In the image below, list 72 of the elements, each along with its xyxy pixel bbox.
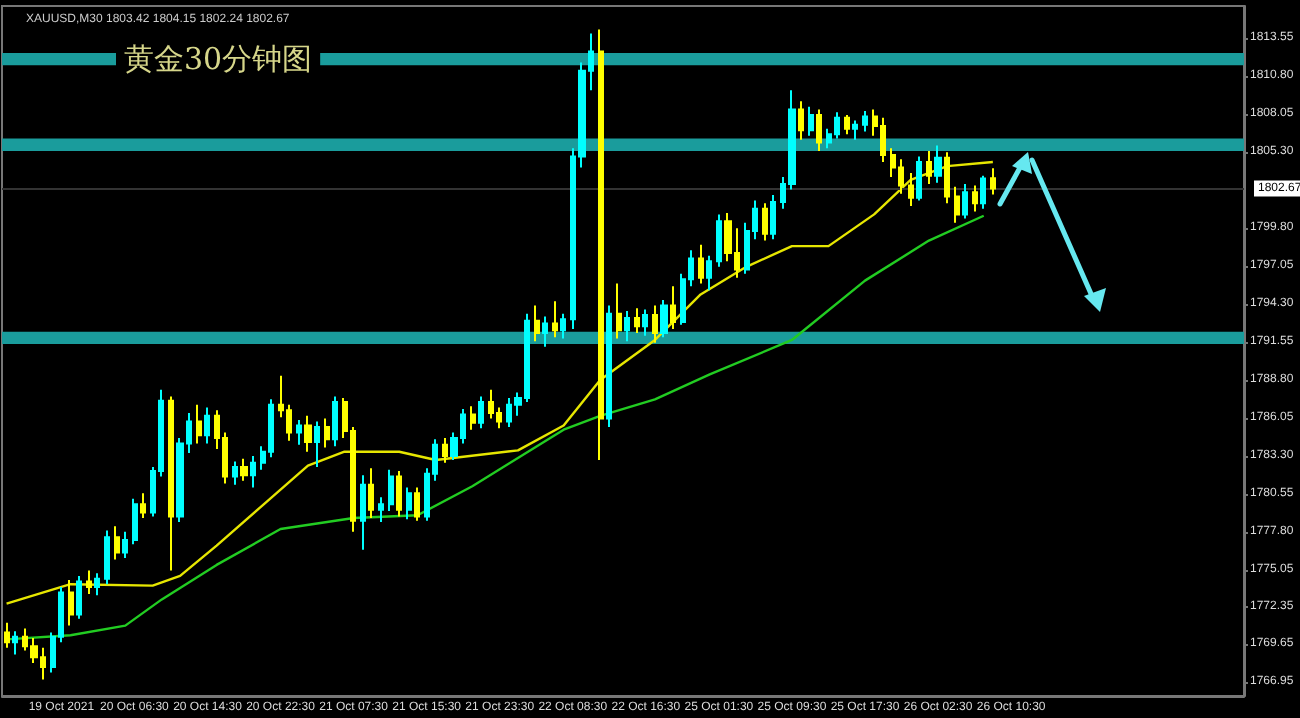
candlestick [414,486,420,522]
candlestick [76,574,82,620]
candlestick [86,569,92,595]
candlestick [834,111,840,140]
candlestick [880,116,886,163]
candlestick [598,28,604,462]
candlestick [132,497,138,546]
candlestick [534,304,540,343]
candlestick [332,395,338,448]
candlestick [770,194,776,241]
candlestick [250,454,256,489]
candlestick [862,109,868,133]
candlestick [762,202,768,242]
candlestick [140,492,146,519]
candlestick [980,174,986,210]
candlestick [68,579,74,627]
candlestick [652,304,658,344]
candlestick [660,298,668,339]
candlestick [12,630,18,656]
candlestick [368,467,374,519]
candlestick [916,155,922,202]
candlestick [470,405,476,431]
candlestick [94,572,100,597]
candlestick [296,419,302,446]
candlestick [488,388,494,420]
candlestick [232,460,238,486]
candlestick [560,312,566,340]
candlestick [324,417,330,449]
candlestick [396,470,402,518]
candlestick [4,621,10,649]
candlestick [816,108,822,152]
candlestick [196,403,202,445]
candlestick [990,167,996,196]
candlestick [954,185,960,224]
candlestick [606,304,612,428]
candlestick [634,307,640,335]
candlestick [442,436,448,464]
candlestick [624,309,630,343]
candlestick [406,486,412,521]
candlestick [934,144,942,184]
candlestick [168,395,174,572]
candlestick [962,183,968,220]
text: 黄金30分钟图 [124,41,313,77]
candlestick [114,525,120,561]
candlestick [552,300,558,339]
candlestick [642,308,648,337]
candlestick [122,530,128,559]
candlestick [360,474,366,551]
candlestick [852,119,858,141]
candlestick [698,243,704,285]
candlestick [378,496,384,524]
candlestick [844,114,850,136]
candlestick [798,100,804,141]
candlestick [314,420,320,468]
candlestick [104,529,110,586]
candlestick [240,457,248,482]
line-series [5,160,995,605]
candlestick [706,254,712,292]
candlestick [304,414,312,453]
candlestick [542,315,548,348]
line-series [5,214,985,641]
candlestick [478,395,484,430]
candlestick [388,468,394,513]
candlestick [716,213,722,268]
candlestick [926,149,932,186]
candlestick [908,171,914,208]
candlestick [204,406,210,445]
candlestick [616,282,622,340]
candlestick [670,285,676,330]
candlestick [972,184,978,213]
candlestick [944,151,950,205]
candlestick [808,105,814,137]
